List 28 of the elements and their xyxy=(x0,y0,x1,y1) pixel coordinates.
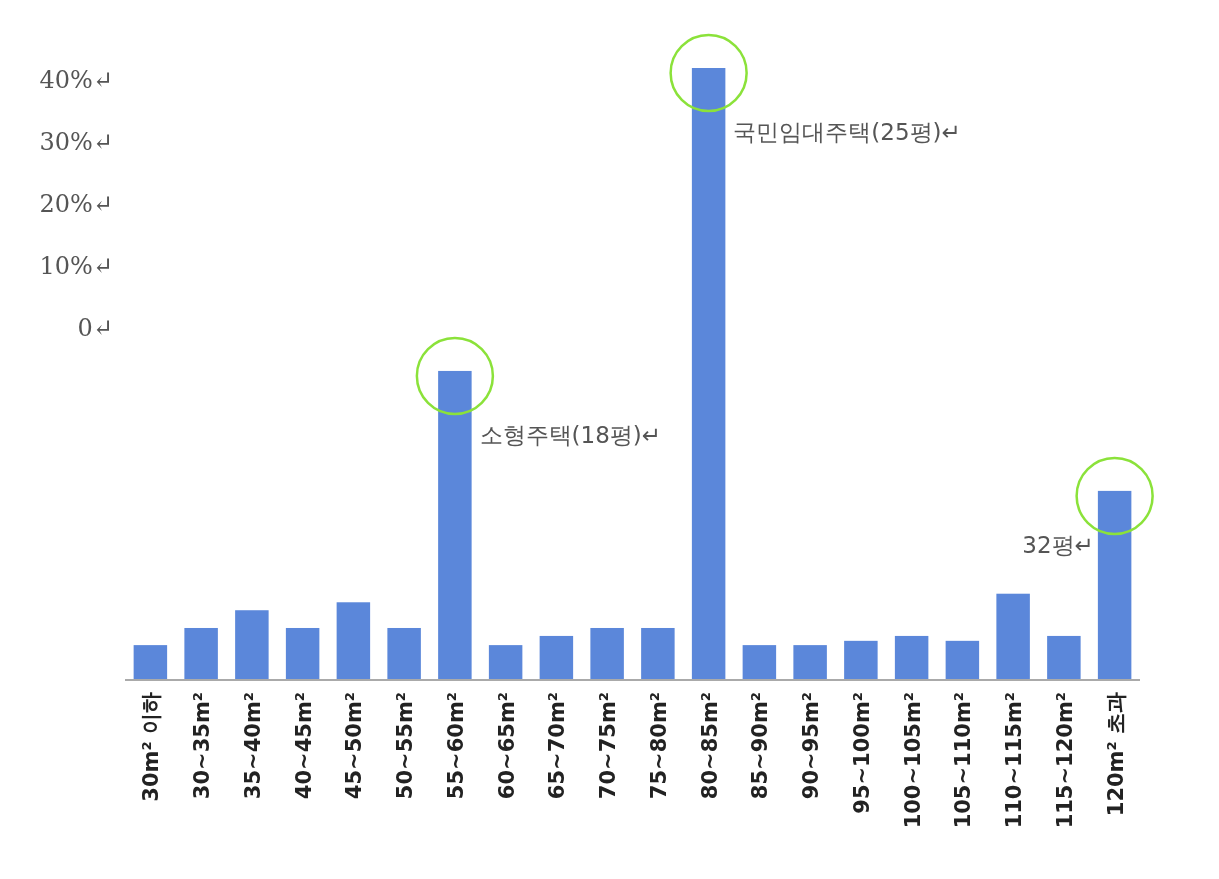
x-tick-label: 55~60m² xyxy=(443,692,468,800)
x-tick-label: 40~45m² xyxy=(291,692,316,800)
text: 40%↵ xyxy=(39,66,113,94)
x-tick-label: 75~80m² xyxy=(646,692,671,800)
x-tick-label: 70~75m² xyxy=(596,692,621,800)
x-tick-label: 90~95m² xyxy=(799,692,824,800)
x-tick-label: 30~35m² xyxy=(190,692,215,800)
x-tick-label: 85~90m² xyxy=(748,692,773,800)
x-tick-label: 65~70m² xyxy=(545,692,570,800)
x-tick-label: 100~105m² xyxy=(900,692,925,829)
x-tick-label: 50~55m² xyxy=(393,692,418,800)
x-tick-label: 95~100m² xyxy=(849,692,874,814)
annotation: 32평↵ xyxy=(1022,531,1094,558)
x-tick-label: 30m² 이하 xyxy=(139,692,164,802)
x-tick-label: 80~85m² xyxy=(697,692,722,800)
text: 0↵ xyxy=(77,314,113,342)
annotation: 국민임대주택(25평)↵ xyxy=(733,119,961,145)
x-tick-label: 45~50m² xyxy=(342,692,367,800)
x-tick-label: 105~110m² xyxy=(951,692,976,829)
x-tick-label: 110~115m² xyxy=(1002,692,1027,829)
x-tick-label: 60~65m² xyxy=(494,692,519,800)
x-tick-label: 115~120m² xyxy=(1052,692,1077,829)
x-tick-label: 35~40m² xyxy=(240,692,265,800)
text: 30%↵ xyxy=(39,128,113,156)
x-tick-label: 120m² 초과 xyxy=(1103,692,1128,817)
text: 10%↵ xyxy=(39,252,113,280)
text: 20%↵ xyxy=(39,190,113,218)
annotation: 소형주택(18평)↵ xyxy=(479,421,662,448)
